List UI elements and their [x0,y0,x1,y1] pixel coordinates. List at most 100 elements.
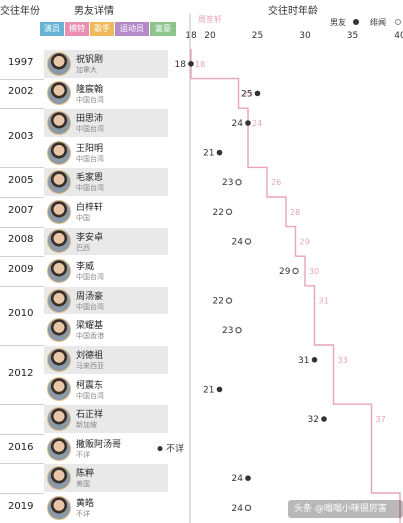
boyfriend-row: 陈粹 美国 [44,464,168,492]
x-tick-label: 40 [394,31,403,41]
avatar-photo [47,288,71,313]
unknown-age-point [157,446,163,452]
rumor-point [244,504,252,511]
year-column-header: 交往年份 [0,6,40,17]
boyfriend-name: 陈粹 [76,469,95,480]
boyfriend-name: 祝钒刚 [76,55,104,65]
year-separator [0,108,44,110]
boyfriend-name: 周汤豪 [76,291,104,302]
boyfriend-age-label: 23 [222,326,233,336]
boyfriend-row: 田思沛 中国台湾 [44,109,168,137]
year-label: 2010 [8,308,34,320]
boyfriend-region: 新加坡 [76,421,97,430]
year-separator [0,226,44,228]
year-label: 2007 [8,204,34,216]
avatar-photo [47,170,71,195]
subject-age-label: 23 [243,89,253,98]
year-label: 2009 [8,264,34,275]
boyfriend-region: 美国 [76,480,90,489]
avatar-photo [47,81,71,106]
boyfriend-name: 李安卓 [76,232,104,243]
rumor-point [225,208,233,215]
boyfriend-row: 李威 中国台湾 [44,257,168,285]
boyfriend-age-label: 22 [213,297,224,307]
boyfriend-name: 撒贩阿汤哥 [76,439,122,450]
boyfriend-name: 柯震东 [76,380,104,391]
subject-age-label: 30 [309,267,319,276]
unknown-age-label: 不详 [166,443,184,455]
boyfriend-column-header: 男友详情 [74,6,114,17]
boyfriend-point [245,475,251,482]
boyfriend-age-label: 24 [232,474,244,484]
year-separator [0,285,44,287]
year-label: 2005 [8,175,34,187]
avatar-photo [47,140,71,165]
avatar-photo [47,318,71,343]
boyfriend-age-label: 23 [222,178,233,188]
boyfriend-region: 中国台湾 [76,184,104,193]
boyfriend-age-label: 21 [203,385,214,395]
avatar-photo [47,51,71,76]
avatar-photo [47,377,71,402]
boyfriend-row: 祝钒刚 加拿大 [44,50,168,78]
boyfriend-age-label: 24 [232,237,244,247]
boyfriend-region: 加拿大 [76,66,97,74]
boyfriend-legend-label: 男友 [330,18,346,27]
boyfriend-row: 李安卓 巴西 [44,227,168,256]
boyfriend-row: 王阳明 中国台湾 [44,139,168,167]
boyfriend-age-label: 21 [203,149,214,159]
boyfriend-age-label: 18 [175,60,187,70]
subject-age-label: 28 [290,208,300,217]
x-tick-label: 35 [346,31,359,41]
boyfriend-point [245,120,251,126]
x-tick-label: 30 [299,31,311,41]
subject-age-label: 29 [300,237,310,246]
avatar-photo [47,199,71,224]
year-separator [0,463,44,465]
category-pill: 歌手 [90,22,114,36]
avatar-photo [47,436,71,461]
year-label: 2008 [8,234,34,246]
boyfriend-region: 巴西 [76,243,90,252]
boyfriend-region: 不详 [76,510,90,518]
year-label: 1997 [8,56,34,68]
boyfriend-name: 毛家恩 [76,173,104,184]
boyfriend-name: 石正祥 [76,410,104,421]
subject-age-label: 31 [319,297,329,306]
year-separator [0,404,44,406]
boyfriend-row: 柯震东 中国台湾 [44,376,168,404]
age-column-header: 交往时年龄 [268,6,318,17]
rumor-legend-label: 绯闻 [370,18,386,27]
year-separator [0,345,44,346]
boyfriend-region: 中国台湾 [76,302,104,311]
year-label: 2016 [8,441,34,453]
boyfriend-name: 隆宸翰 [76,84,104,95]
boyfriend-region: 中国台湾 [76,154,104,163]
subject-legend-label: 周笙轩 [198,15,222,24]
boyfriend-name: 梁耀基 [76,321,104,332]
rumor-point [292,267,299,275]
boyfriend-age-label: 29 [279,267,291,277]
subject-age-line [190,49,401,523]
boyfriend-region: 中国台湾 [76,391,104,400]
category-pill: 富豪 [150,22,176,36]
subject-age-label: 24 [252,119,262,128]
year-separator [0,493,44,494]
boyfriend-point [188,61,194,67]
year-separator [0,256,44,258]
boyfriend-age-label: 32 [308,415,319,425]
boyfriend-row: 黄皓 不详 [44,494,168,522]
boyfriend-legend-dot-icon [353,19,359,25]
avatar-photo [47,110,71,135]
avatar-photo [47,466,71,491]
boyfriend-region: 中国台湾 [76,95,104,104]
boyfriend-row: 周汤豪 中国台湾 [44,286,168,315]
x-tick-label: 20 [204,31,216,41]
subject-age-label: 37 [376,415,386,424]
boyfriend-age-label: 24 [232,119,244,129]
boyfriend-region: 中国 [76,214,90,222]
year-separator [0,167,44,169]
boyfriend-row: 刘德祖 马来西亚 [44,346,168,374]
avatar-photo [47,347,71,372]
